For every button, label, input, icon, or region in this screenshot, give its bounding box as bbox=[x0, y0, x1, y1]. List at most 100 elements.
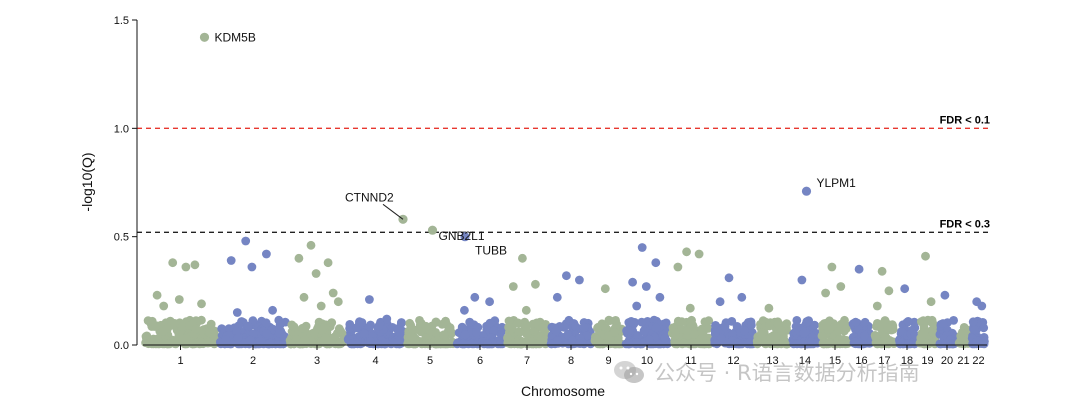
data-point bbox=[903, 339, 913, 349]
data-point bbox=[460, 305, 469, 315]
leader-line bbox=[382, 203, 404, 220]
data-point bbox=[579, 322, 589, 332]
data-point bbox=[174, 295, 184, 304]
data-point bbox=[637, 243, 647, 252]
data-point bbox=[373, 339, 383, 349]
data-point bbox=[766, 332, 776, 342]
data-point bbox=[460, 330, 470, 340]
data-point bbox=[720, 322, 730, 331]
data-point bbox=[777, 326, 787, 336]
y-tick-label: 1.0 bbox=[114, 123, 129, 135]
data-point bbox=[724, 273, 734, 283]
data-point bbox=[661, 318, 671, 328]
data-point bbox=[753, 336, 762, 346]
data-point bbox=[575, 339, 584, 348]
data-point bbox=[883, 323, 893, 332]
data-point bbox=[651, 258, 661, 268]
data-point bbox=[971, 337, 981, 347]
data-point bbox=[703, 339, 713, 348]
data-point bbox=[431, 328, 440, 337]
gene-label: KDM5B bbox=[215, 30, 256, 44]
data-point bbox=[188, 339, 198, 349]
data-point bbox=[395, 328, 405, 338]
data-point bbox=[949, 316, 958, 325]
data-point bbox=[152, 290, 162, 300]
data-point bbox=[611, 316, 620, 325]
x-tick-label: 8 bbox=[568, 355, 574, 367]
data-point bbox=[781, 339, 790, 349]
data-point bbox=[881, 333, 890, 343]
x-tick-label: 19 bbox=[921, 355, 933, 367]
data-point bbox=[655, 292, 665, 302]
gene-label: CTNND2 bbox=[345, 190, 394, 204]
data-point bbox=[700, 317, 710, 327]
data-point bbox=[503, 338, 513, 348]
data-point bbox=[660, 333, 670, 343]
x-tick-label: 21 bbox=[957, 355, 969, 367]
data-point bbox=[603, 331, 613, 341]
data-point bbox=[842, 324, 851, 333]
data-point bbox=[799, 329, 809, 338]
data-point bbox=[575, 275, 584, 285]
data-point bbox=[168, 258, 178, 268]
data-point bbox=[682, 326, 692, 336]
data-point bbox=[241, 236, 251, 246]
data-point bbox=[321, 333, 331, 343]
data-point bbox=[938, 319, 948, 328]
data-point bbox=[651, 323, 661, 333]
data-point bbox=[645, 334, 654, 344]
data-point bbox=[740, 326, 749, 336]
data-point bbox=[470, 292, 480, 302]
data-point bbox=[552, 292, 562, 302]
data-point bbox=[940, 290, 950, 300]
data-point bbox=[926, 297, 936, 307]
data-point bbox=[396, 319, 406, 328]
data-point bbox=[232, 308, 242, 317]
data-point bbox=[275, 320, 285, 330]
data-point bbox=[851, 317, 861, 327]
data-point bbox=[872, 301, 882, 311]
data-point bbox=[568, 335, 578, 345]
data-point bbox=[359, 329, 369, 339]
data-point bbox=[562, 271, 571, 281]
data-point bbox=[531, 279, 540, 289]
data-point bbox=[672, 339, 682, 349]
data-point bbox=[836, 282, 846, 291]
data-point bbox=[715, 297, 725, 307]
data-point bbox=[482, 339, 492, 349]
data-point bbox=[374, 321, 384, 331]
x-tick-label: 22 bbox=[972, 355, 984, 367]
data-point bbox=[821, 288, 830, 298]
data-point bbox=[439, 330, 449, 340]
data-point bbox=[262, 329, 271, 338]
data-point bbox=[521, 338, 531, 348]
x-tick-label: 9 bbox=[605, 355, 611, 367]
data-point bbox=[711, 321, 720, 330]
y-tick-label: 0.5 bbox=[114, 232, 129, 244]
data-point bbox=[677, 317, 687, 327]
data-point bbox=[321, 320, 331, 330]
data-point bbox=[485, 318, 495, 328]
data-point bbox=[685, 303, 695, 313]
data-point bbox=[546, 339, 556, 349]
data-point bbox=[551, 326, 561, 336]
data-point bbox=[485, 297, 494, 307]
data-point bbox=[716, 333, 726, 343]
x-tick-label: 1 bbox=[177, 355, 183, 367]
data-point bbox=[298, 323, 307, 333]
data-point bbox=[316, 301, 326, 311]
data-point bbox=[438, 339, 448, 349]
data-point bbox=[536, 336, 546, 346]
data-point bbox=[977, 301, 987, 311]
x-tick-label: 16 bbox=[855, 355, 867, 367]
data-point bbox=[607, 339, 616, 348]
data-point bbox=[600, 284, 610, 294]
data-point bbox=[850, 337, 860, 347]
data-point bbox=[465, 317, 475, 327]
data-point bbox=[206, 319, 216, 329]
y-axis-title: -log10(Q) bbox=[79, 152, 95, 211]
data-point bbox=[311, 269, 321, 278]
x-tick-label: 11 bbox=[685, 355, 696, 367]
data-point bbox=[916, 333, 926, 343]
data-point bbox=[407, 332, 417, 342]
